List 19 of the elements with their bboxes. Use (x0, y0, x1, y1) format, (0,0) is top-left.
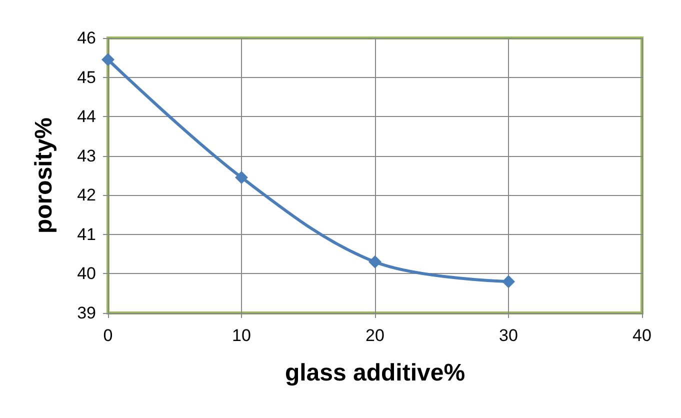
x-tick-label: 10 (232, 326, 251, 345)
x-tick-label: 40 (632, 326, 652, 345)
y-tick-label: 41 (77, 224, 96, 244)
y-tick-label: 42 (77, 186, 96, 205)
y-tick-label: 40 (77, 264, 96, 284)
x-tick-label: 30 (499, 326, 518, 345)
point (235, 170, 248, 184)
point (368, 255, 382, 268)
y-tick-label: 39 (77, 304, 96, 322)
x-axis-title: glass additive% (284, 360, 466, 386)
y-tick-label: 44 (77, 107, 96, 126)
y-tick-label: 45 (77, 68, 96, 87)
y-tick-label: 46 (77, 28, 96, 48)
y-tick-label: 43 (77, 146, 96, 166)
x-tick-label: 20 (366, 326, 384, 345)
x-tick-label: 0 (103, 326, 113, 345)
point (102, 53, 114, 66)
point (502, 275, 515, 288)
y-axis-title: porosity% (30, 117, 58, 234)
